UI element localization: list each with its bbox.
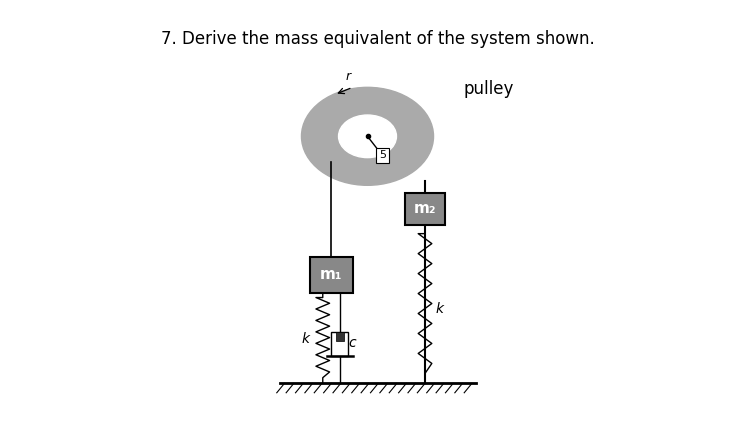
- Text: c: c: [348, 336, 356, 350]
- Text: 7. Derive the mass equivalent of the system shown.: 7. Derive the mass equivalent of the sys…: [161, 30, 595, 48]
- Bar: [310, 256, 353, 293]
- Text: m₂: m₂: [414, 201, 437, 216]
- Ellipse shape: [339, 115, 396, 158]
- Text: pulley: pulley: [463, 81, 514, 98]
- Text: k: k: [302, 332, 310, 345]
- Text: k: k: [436, 302, 444, 316]
- Text: r: r: [345, 70, 351, 83]
- Bar: [405, 193, 445, 225]
- Text: m₁: m₁: [320, 267, 343, 282]
- Bar: [331, 332, 348, 356]
- Text: 5: 5: [379, 150, 386, 161]
- Ellipse shape: [301, 87, 434, 185]
- Bar: [336, 332, 344, 341]
